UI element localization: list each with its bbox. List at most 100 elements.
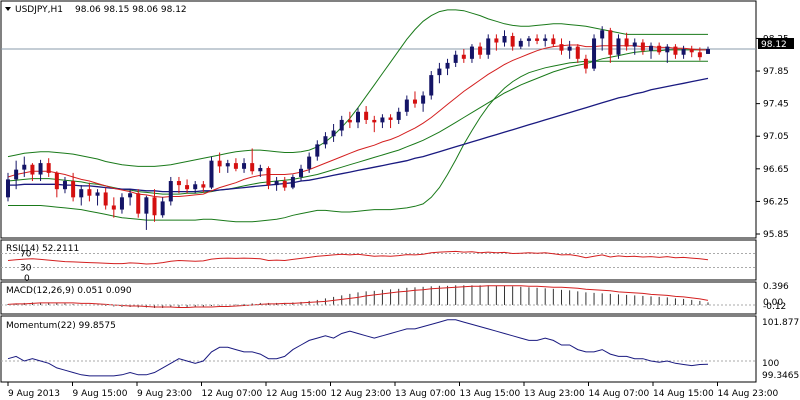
candle-body <box>144 197 149 214</box>
candle-body <box>437 68 442 76</box>
price-tick-label: 96.25 <box>763 197 789 207</box>
price-tick-label: 95.85 <box>763 230 789 240</box>
candle-body <box>445 62 450 69</box>
candle-body <box>299 168 304 177</box>
current-price-label: 98.12 <box>761 40 787 50</box>
macd-tick-label: 0.396 <box>763 282 789 292</box>
candle-body <box>282 181 287 188</box>
candle-body <box>559 44 564 51</box>
candle-body <box>494 38 499 43</box>
candle-body <box>79 189 84 198</box>
candle-body <box>575 46 580 59</box>
candle-body <box>404 99 409 112</box>
momentum-tick-label: 99.3465 <box>762 371 799 381</box>
candle-body <box>62 181 67 190</box>
bollinger-upper-line <box>7 9 708 167</box>
x-tick-label: 13 Aug 15:00 <box>460 389 521 399</box>
dropdown-triangle-icon[interactable] <box>5 7 11 11</box>
candle-body <box>22 164 27 170</box>
candle-body <box>6 179 10 198</box>
candle-body <box>266 168 271 186</box>
x-tick-label: 9 Aug 2013 <box>8 389 60 399</box>
candle-body <box>697 52 702 58</box>
ohlc-readout: 98.06 98.15 98.06 98.12 <box>75 5 187 15</box>
candle-body <box>657 45 662 53</box>
momentum-frame <box>0 315 757 383</box>
candle-body <box>396 111 401 120</box>
candle-body <box>242 163 247 169</box>
candle-body <box>518 40 523 47</box>
candle-body <box>38 163 43 175</box>
candle-body <box>128 193 133 198</box>
price-tick-label: 97.85 <box>763 67 789 77</box>
x-tick-label: 13 Aug 07:00 <box>395 389 456 399</box>
bollinger-lower-line <box>8 60 708 223</box>
candle-body <box>673 46 678 55</box>
candle-body <box>258 168 263 172</box>
x-tick-label: 14 Aug 23:00 <box>718 389 779 399</box>
candle-body <box>274 181 279 186</box>
candle-body <box>665 46 670 53</box>
candle-body <box>632 42 637 47</box>
candle-body <box>30 164 35 175</box>
candle-body <box>429 75 434 96</box>
momentum-title: Momentum(22) 99.8575 <box>6 321 116 331</box>
candle-body <box>649 45 654 51</box>
x-tick-label: 12 Aug 15:00 <box>266 389 327 399</box>
macd-tick-label: 0.00 <box>763 298 783 308</box>
x-tick-label: 12 Aug 07:00 <box>202 389 263 399</box>
candle-body <box>217 160 222 167</box>
candle-body <box>567 46 572 51</box>
candle-body <box>510 36 515 47</box>
candle-body <box>87 189 92 196</box>
candle-body <box>478 46 483 55</box>
candle-body <box>193 184 198 190</box>
candle-body <box>331 130 336 137</box>
candle-body <box>111 205 116 210</box>
candle-body <box>592 38 597 69</box>
rsi-frame <box>0 239 757 281</box>
candle-body <box>608 30 613 55</box>
rsi-tick-label: 70 <box>20 250 32 260</box>
candle-body <box>54 172 59 190</box>
candle-body <box>46 163 51 173</box>
x-tick-label: 13 Aug 23:00 <box>524 389 585 399</box>
candle-body <box>209 160 214 188</box>
rsi-tick-label: 30 <box>20 264 32 274</box>
candle-body <box>380 117 385 123</box>
candle-body <box>168 181 173 202</box>
candle-body <box>233 163 238 169</box>
candle-body <box>315 144 320 157</box>
candle-body <box>412 99 417 104</box>
candle-body <box>616 38 621 55</box>
candle-body <box>689 49 694 53</box>
rsi-title: RSI(14) 52.2111 <box>6 244 79 254</box>
candle-body <box>372 119 377 123</box>
candle-body <box>290 176 295 188</box>
rsi-line <box>7 250 709 265</box>
momentum-tick-label: 100 <box>762 359 779 369</box>
macd-frame <box>0 281 757 315</box>
candle-body <box>461 54 466 59</box>
candle-body <box>250 163 255 172</box>
candle-body <box>356 111 360 123</box>
x-axis: 9 Aug 2013 9 Aug 15:00 9 Aug 23:00 12 Aug 0… <box>7 382 779 399</box>
macd-tick-label: -0.12 <box>763 302 786 312</box>
candle-body <box>323 136 328 145</box>
candle-body <box>14 169 19 180</box>
candle-body <box>176 181 181 186</box>
chart-title: USDJPY,H1 <box>15 5 63 15</box>
price-tick-label: 96.65 <box>763 165 789 175</box>
candle-body <box>347 119 352 123</box>
candle-body <box>95 192 100 196</box>
x-tick-label: 12 Aug 23:00 <box>331 389 392 399</box>
candle-body <box>160 201 165 216</box>
ma-blue-line <box>8 77 709 193</box>
candle-body <box>624 38 629 47</box>
candle-body <box>364 111 369 120</box>
x-tick-label: 9 Aug 23:00 <box>137 389 192 399</box>
candle-body <box>185 185 190 190</box>
